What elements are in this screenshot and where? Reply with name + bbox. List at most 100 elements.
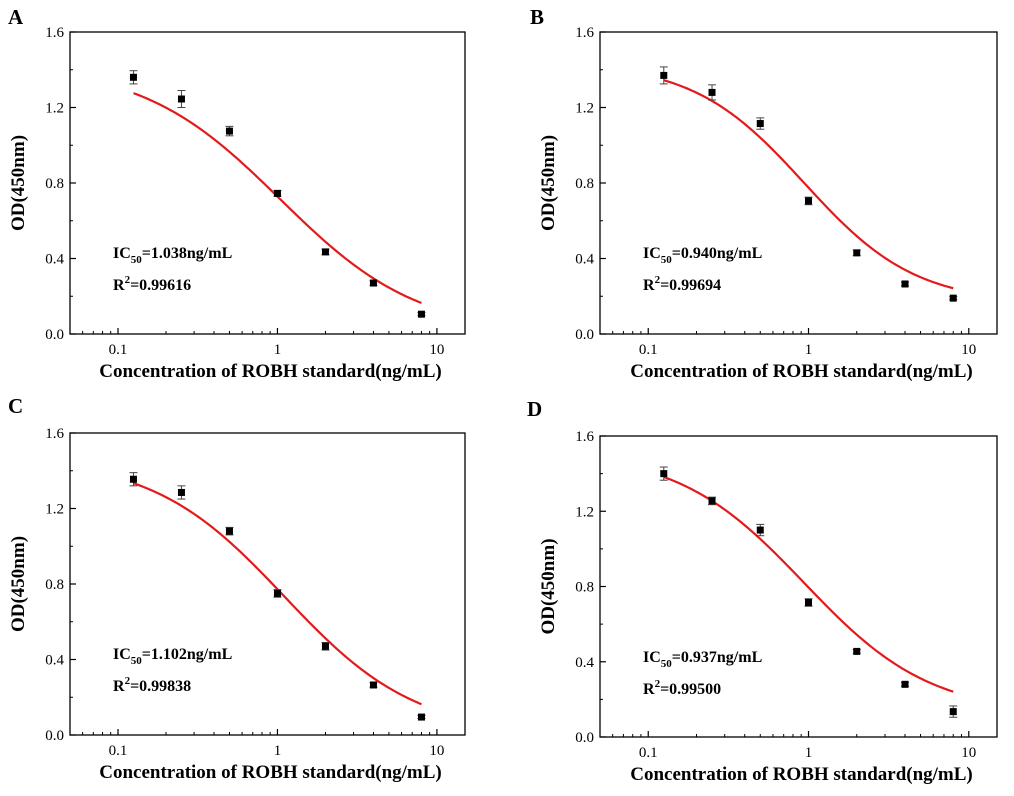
x-axis-title: Concentration of ROBH standard(ng/mL) — [99, 361, 442, 382]
x-tick-label: 1 — [274, 743, 282, 759]
y-tick-label: 0.8 — [45, 577, 64, 593]
data-marker — [321, 248, 329, 256]
data-point — [273, 189, 282, 197]
data-marker — [901, 280, 909, 288]
y-tick-label: 0.8 — [575, 580, 594, 596]
y-tick-label: 1.2 — [575, 101, 594, 117]
panel-letter: A — [8, 5, 24, 29]
x-tick-label: 10 — [429, 743, 444, 759]
data-marker — [225, 527, 233, 535]
data-marker — [853, 249, 861, 257]
data-marker — [708, 497, 716, 505]
data-point — [369, 279, 378, 287]
chart-panel-c: C 0.0 0.4 0.8 1.2 1.6 0.1 1 10 Concentration of R… — [8, 394, 466, 783]
panel-letter: B — [530, 5, 544, 29]
y-tick-label: 0.8 — [45, 176, 64, 192]
x-axis-title: Concentration of ROBH standard(ng/mL) — [630, 361, 973, 382]
y-tick-label: 1.6 — [45, 426, 64, 442]
data-marker — [901, 680, 909, 688]
r2-annotation: R2=0.99838 — [113, 675, 191, 695]
x-tick-label: 1 — [805, 745, 813, 761]
data-marker — [129, 475, 137, 483]
data-point — [901, 680, 910, 688]
y-tick-label: 0.0 — [575, 327, 594, 343]
data-point — [756, 523, 765, 537]
data-point — [321, 642, 330, 651]
x-tick-label: 0.1 — [109, 342, 128, 358]
x-axis-title: Concentration of ROBH standard(ng/mL) — [99, 762, 442, 783]
ic50-annotation: IC50=1.038ng/mL — [113, 245, 232, 266]
x-tick-label: 0.1 — [639, 745, 658, 761]
data-point — [804, 196, 813, 206]
data-point — [321, 248, 330, 256]
chart-panel-b: B 0.0 0.4 0.8 1.2 1.6 0.1 1 10 Concentration of R… — [530, 5, 998, 382]
y-tick-label: 1.2 — [575, 504, 594, 520]
data-marker — [369, 279, 377, 287]
data-marker — [129, 73, 137, 81]
y-tick-label: 1.2 — [45, 101, 64, 117]
data-point — [708, 496, 717, 506]
data-point — [225, 125, 234, 137]
data-marker — [949, 294, 957, 302]
data-marker — [177, 95, 185, 103]
x-axis-title: Concentration of ROBH standard(ng/mL) — [630, 764, 973, 785]
ic50-annotation: IC50=1.102ng/mL — [113, 646, 232, 667]
y-tick-label: 1.6 — [45, 25, 64, 41]
y-tick-label: 0.4 — [45, 653, 64, 669]
data-marker — [177, 488, 185, 496]
data-marker — [417, 310, 425, 318]
data-marker — [225, 127, 233, 135]
panel-letter: C — [8, 394, 23, 418]
data-marker — [805, 197, 813, 205]
x-tick-label: 10 — [961, 342, 976, 358]
y-tick-label: 0.0 — [575, 730, 594, 746]
y-tick-label: 0.0 — [45, 728, 64, 744]
data-marker — [273, 189, 281, 197]
x-tick-label: 10 — [429, 342, 444, 358]
data-point — [659, 66, 668, 85]
y-axis-title: OD(450nm) — [538, 538, 559, 634]
data-marker — [273, 589, 281, 597]
y-tick-label: 1.2 — [45, 502, 64, 518]
x-tick-label: 0.1 — [639, 342, 658, 358]
data-point — [177, 90, 186, 108]
ic50-annotation: IC50=0.940ng/mL — [643, 245, 762, 266]
x-tick-label: 1 — [274, 342, 282, 358]
y-axis-title: OD(450nm) — [538, 135, 559, 231]
data-marker — [660, 71, 668, 79]
data-point — [949, 705, 958, 718]
data-marker — [321, 642, 329, 650]
fit-curve — [663, 79, 954, 290]
data-point — [756, 117, 765, 130]
data-point — [659, 466, 668, 481]
data-point — [129, 472, 138, 487]
data-point — [708, 84, 717, 101]
data-marker — [949, 708, 957, 716]
x-tick-label: 0.1 — [109, 743, 128, 759]
data-point — [129, 70, 138, 85]
y-axis-title: OD(450nm) — [8, 536, 29, 632]
data-point — [177, 485, 186, 500]
data-point — [852, 249, 861, 257]
r2-annotation: R2=0.99694 — [643, 274, 721, 294]
y-tick-label: 0.4 — [575, 655, 594, 671]
y-tick-label: 0.8 — [575, 176, 594, 192]
y-tick-label: 0.4 — [45, 252, 64, 268]
y-tick-label: 1.6 — [575, 25, 594, 41]
chart-panel-a: A 0.0 0.4 0.8 1.2 1.6 0.1 1 10 Concentration of R… — [8, 5, 466, 382]
x-tick-label: 1 — [805, 342, 813, 358]
fit-curve — [133, 92, 422, 305]
data-marker — [756, 526, 764, 534]
data-marker — [660, 470, 668, 478]
data-point — [852, 647, 861, 655]
data-point — [804, 598, 813, 607]
data-marker — [708, 88, 716, 96]
x-tick-label: 10 — [961, 745, 976, 761]
y-tick-label: 0.0 — [45, 327, 64, 343]
data-point — [273, 589, 282, 598]
y-tick-label: 0.4 — [575, 252, 594, 268]
y-axis-title: OD(450nm) — [8, 135, 29, 231]
data-point — [369, 681, 378, 689]
data-marker — [756, 120, 764, 128]
